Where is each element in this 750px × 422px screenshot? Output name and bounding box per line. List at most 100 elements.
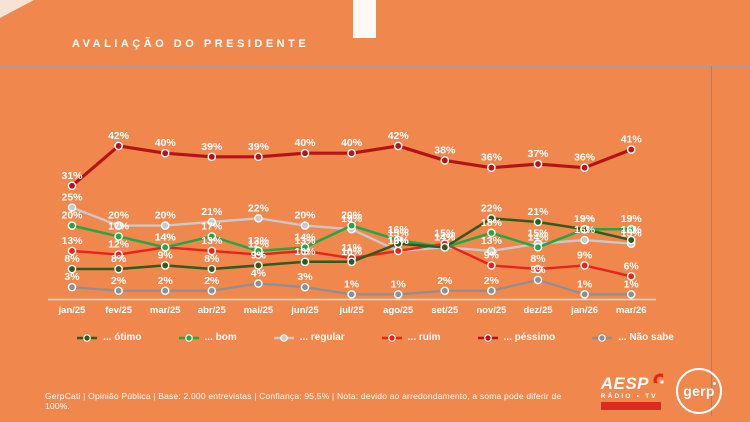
data-label: 1% [344, 278, 360, 290]
data-point [487, 163, 496, 172]
data-label: 10% [294, 246, 316, 258]
data-point [207, 264, 217, 274]
data-point [440, 286, 450, 296]
data-point [626, 271, 636, 281]
legend-marker-icon [381, 333, 402, 342]
data-point [487, 214, 496, 223]
legend-marker-icon [477, 333, 498, 342]
data-label: 9% [484, 249, 500, 261]
data-point [254, 279, 263, 288]
data-point [300, 148, 310, 158]
data-label: 38% [434, 144, 456, 156]
data-point [300, 257, 310, 267]
data-label: 13% [388, 235, 410, 247]
data-label: 2% [437, 275, 453, 287]
data-label: 37% [527, 148, 549, 160]
data-label: 20% [155, 210, 177, 222]
x-axis-label: mai/25 [244, 305, 274, 316]
legend-item: ... péssimo [477, 332, 556, 343]
data-label: 16% [574, 224, 596, 236]
data-label: 20% [294, 210, 316, 222]
data-label: 1% [391, 278, 407, 290]
data-label: 40% [155, 137, 177, 149]
data-point [393, 246, 403, 256]
data-label: 21% [201, 206, 223, 218]
data-label: 19% [341, 213, 363, 225]
data-point [533, 264, 543, 274]
data-label: 8% [111, 253, 127, 265]
data-label: 31% [61, 170, 83, 182]
x-axis-label: set/25 [431, 305, 459, 316]
data-point [393, 290, 403, 299]
data-point [300, 221, 310, 230]
data-label: 25% [61, 192, 83, 204]
data-label: 14% [155, 231, 177, 243]
legend-label: ... Não sabe [618, 332, 674, 343]
x-axis-label: jan/26 [570, 305, 598, 316]
x-axis-label: dez/25 [523, 305, 553, 316]
data-point [254, 246, 263, 256]
data-point [487, 228, 496, 238]
data-label: 21% [527, 206, 549, 218]
data-point [487, 261, 496, 270]
data-label: 17% [201, 220, 223, 232]
data-label: 14% [527, 231, 549, 243]
data-point [160, 243, 170, 252]
data-label: 15% [527, 228, 549, 240]
data-label: 11% [341, 242, 362, 254]
data-label: 5% [530, 264, 546, 276]
data-label: 8% [204, 253, 220, 265]
data-point [300, 282, 310, 292]
data-label: 3% [297, 271, 313, 283]
legend-label: ... regular [299, 332, 345, 343]
data-label: 13% [481, 235, 503, 247]
data-point [626, 145, 636, 154]
x-axis-label: fev/25 [105, 305, 133, 316]
data-label: 8% [530, 253, 546, 265]
data-label: 2% [204, 275, 220, 287]
data-label: 39% [248, 141, 270, 153]
data-label: 13% [248, 235, 270, 247]
legend-label: ... ótimo [103, 332, 142, 343]
data-point [160, 286, 170, 296]
data-point [440, 156, 450, 165]
x-axis-label: ago/25 [383, 305, 414, 316]
data-point [626, 290, 636, 299]
data-label: 4% [251, 268, 267, 280]
data-point [114, 250, 123, 259]
data-label: 13% [201, 235, 223, 247]
source-note: GerpCati | Opinião Pública | Base: 2.000… [45, 391, 562, 411]
legend-item: ... Não sabe [591, 332, 674, 343]
data-label: 14% [434, 231, 456, 243]
data-point [114, 264, 123, 274]
data-label: 39% [201, 141, 223, 153]
x-axis-label: mar/26 [616, 305, 647, 316]
data-point [347, 257, 356, 267]
legend-marker-icon [178, 333, 199, 342]
legend-item: ... regular [273, 332, 345, 343]
data-label: 41% [621, 134, 643, 146]
data-point [300, 243, 310, 252]
data-point [114, 286, 123, 296]
aesp-logo-banner [600, 402, 661, 410]
data-label: 18% [481, 217, 503, 229]
page-title: AVALIAÇÃO DO PRESIDENTE [72, 38, 310, 50]
data-point [533, 275, 543, 285]
data-label: 10% [341, 246, 363, 258]
data-point [67, 246, 77, 256]
x-axis-label: mar/25 [150, 305, 181, 316]
data-label: 1% [624, 278, 640, 290]
legend-item: ... ótimo [76, 332, 142, 343]
data-label: 40% [294, 137, 316, 149]
legend-item: ... ruim [381, 332, 441, 343]
data-label: 13% [294, 235, 316, 247]
data-label: 14% [434, 231, 456, 243]
data-point [393, 239, 403, 248]
legend-label: ... ruim [407, 332, 441, 343]
data-label: 1% [577, 278, 593, 290]
data-point [67, 282, 77, 292]
x-axis-label: abr/25 [198, 305, 227, 316]
x-axis-label: jul/25 [338, 305, 364, 316]
legend-label: ... péssimo [503, 332, 556, 343]
